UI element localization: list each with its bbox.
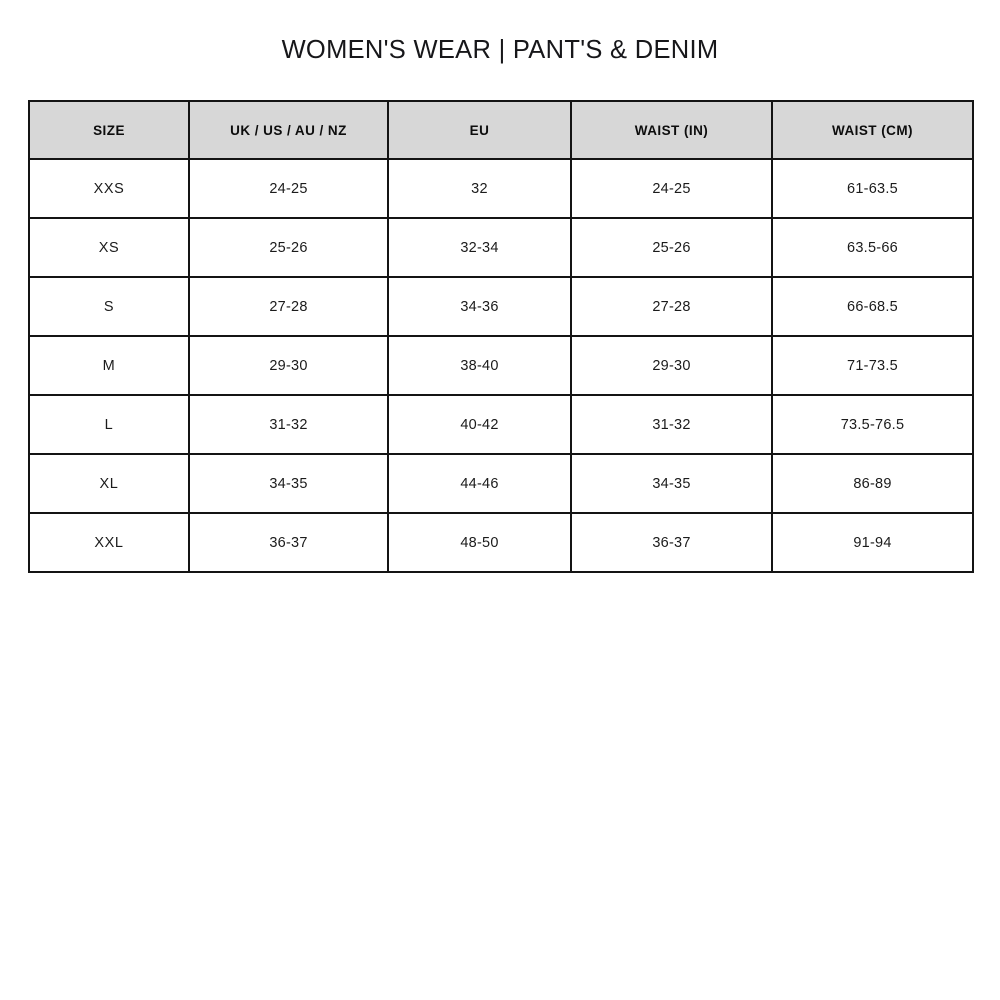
cell-eu: 34-36 — [387, 276, 572, 337]
cell-uk-us-au-nz: 27-28 — [188, 276, 389, 337]
page-title: WOMEN'S WEAR | PANT'S & DENIM — [281, 36, 719, 64]
cell-waist-in: 36-37 — [570, 512, 773, 573]
cell-eu: 40-42 — [387, 394, 572, 455]
cell-waist-cm: 61-63.5 — [771, 158, 974, 219]
table-row: XL 34-35 44-46 34-35 86-89 — [28, 453, 974, 514]
cell-size: L — [28, 394, 190, 455]
cell-uk-us-au-nz: 25-26 — [188, 217, 389, 278]
cell-waist-cm: 73.5-76.5 — [771, 394, 974, 455]
cell-size: XXS — [28, 158, 190, 219]
table-body: XXS 24-25 32 24-25 61-63.5 XS 25-26 32-3… — [28, 158, 974, 573]
cell-eu: 32-34 — [387, 217, 572, 278]
table-row: XS 25-26 32-34 25-26 63.5-66 — [28, 217, 974, 278]
cell-size: XL — [28, 453, 190, 514]
cell-uk-us-au-nz: 34-35 — [188, 453, 389, 514]
table-row: XXL 36-37 48-50 36-37 91-94 — [28, 512, 974, 573]
size-chart-table-container: SIZE UK / US / AU / NZ EU WAIST (IN) WAI… — [28, 100, 974, 573]
table-header-row: SIZE UK / US / AU / NZ EU WAIST (IN) WAI… — [28, 100, 974, 160]
cell-waist-in: 24-25 — [570, 158, 773, 219]
cell-uk-us-au-nz: 31-32 — [188, 394, 389, 455]
table-row: S 27-28 34-36 27-28 66-68.5 — [28, 276, 974, 337]
cell-waist-cm: 63.5-66 — [771, 217, 974, 278]
cell-size: M — [28, 335, 190, 396]
cell-size: S — [28, 276, 190, 337]
cell-uk-us-au-nz: 24-25 — [188, 158, 389, 219]
cell-waist-in: 27-28 — [570, 276, 773, 337]
cell-eu: 32 — [387, 158, 572, 219]
column-header-uk-us-au-nz: UK / US / AU / NZ — [188, 100, 389, 160]
cell-size: XS — [28, 217, 190, 278]
table-row: XXS 24-25 32 24-25 61-63.5 — [28, 158, 974, 219]
cell-eu: 38-40 — [387, 335, 572, 396]
cell-uk-us-au-nz: 36-37 — [188, 512, 389, 573]
column-header-waist-in: WAIST (IN) — [570, 100, 773, 160]
cell-uk-us-au-nz: 29-30 — [188, 335, 389, 396]
column-header-size: SIZE — [28, 100, 190, 160]
column-header-eu: EU — [387, 100, 572, 160]
cell-waist-cm: 91-94 — [771, 512, 974, 573]
cell-eu: 44-46 — [387, 453, 572, 514]
cell-waist-in: 29-30 — [570, 335, 773, 396]
cell-waist-in: 25-26 — [570, 217, 773, 278]
cell-waist-cm: 66-68.5 — [771, 276, 974, 337]
table-header: SIZE UK / US / AU / NZ EU WAIST (IN) WAI… — [28, 100, 974, 160]
table-row: M 29-30 38-40 29-30 71-73.5 — [28, 335, 974, 396]
cell-waist-cm: 86-89 — [771, 453, 974, 514]
cell-waist-in: 31-32 — [570, 394, 773, 455]
cell-waist-in: 34-35 — [570, 453, 773, 514]
table-row: L 31-32 40-42 31-32 73.5-76.5 — [28, 394, 974, 455]
cell-size: XXL — [28, 512, 190, 573]
cell-eu: 48-50 — [387, 512, 572, 573]
size-chart-table: SIZE UK / US / AU / NZ EU WAIST (IN) WAI… — [28, 100, 974, 573]
column-header-waist-cm: WAIST (CM) — [771, 100, 974, 160]
cell-waist-cm: 71-73.5 — [771, 335, 974, 396]
